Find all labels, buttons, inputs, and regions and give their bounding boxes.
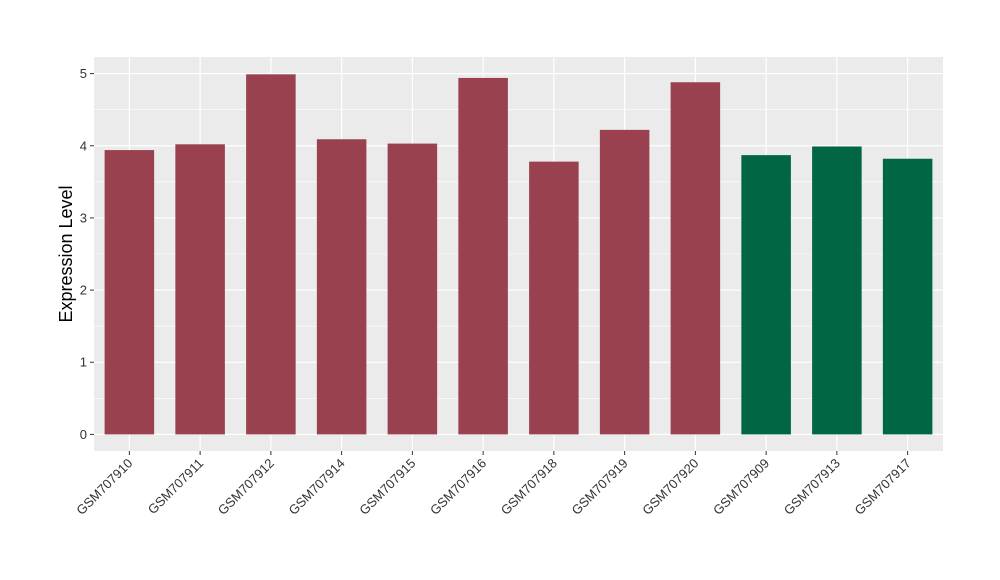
x-tick-label: GSM707919 xyxy=(569,456,631,518)
minor-gridlines xyxy=(94,37,943,399)
bars xyxy=(104,74,933,435)
x-tick-label: GSM707915 xyxy=(356,456,418,518)
x-tick-label: GSM707912 xyxy=(215,456,277,518)
x-tick-label: GSM707909 xyxy=(710,456,772,518)
bar-GSM707909 xyxy=(741,155,791,435)
bar-GSM707917 xyxy=(882,158,933,435)
y-tick-label: 2 xyxy=(80,283,87,298)
y-tick-label: 3 xyxy=(80,210,87,225)
bar-GSM707916 xyxy=(458,77,508,435)
x-tick-label: GSM707920 xyxy=(639,456,701,518)
y-axis-ticks: 0 1 2 3 4 5 xyxy=(80,66,94,442)
x-tick-label: GSM707911 xyxy=(145,456,207,518)
x-tick-label: GSM707916 xyxy=(427,456,489,518)
x-tick-label: GSM707917 xyxy=(852,456,914,518)
x-tick-label: GSM707910 xyxy=(73,456,135,518)
bar-GSM707918 xyxy=(529,161,579,435)
bar-GSM707912 xyxy=(246,74,296,435)
bar-GSM707915 xyxy=(387,143,438,435)
x-tick-label: GSM707913 xyxy=(781,456,843,518)
y-tick-label: 4 xyxy=(80,138,87,153)
y-axis-title: Expression Level xyxy=(56,185,76,322)
x-tick-label: GSM707918 xyxy=(498,456,560,518)
bar-GSM707911 xyxy=(175,144,225,435)
y-tick-label: 1 xyxy=(80,355,87,370)
x-axis-ticks: GSM707910 GSM707911 GSM707912 GSM707914 GSM7… xyxy=(73,451,914,518)
y-tick-label: 0 xyxy=(80,427,87,442)
bar-GSM707920 xyxy=(670,82,721,435)
bar-GSM707919 xyxy=(599,129,650,435)
x-tick-label: GSM707914 xyxy=(286,456,348,518)
y-tick-label: 5 xyxy=(80,66,87,81)
bar-GSM707913 xyxy=(812,146,862,435)
bar-GSM707910 xyxy=(104,150,155,435)
bar-GSM707914 xyxy=(316,139,367,435)
